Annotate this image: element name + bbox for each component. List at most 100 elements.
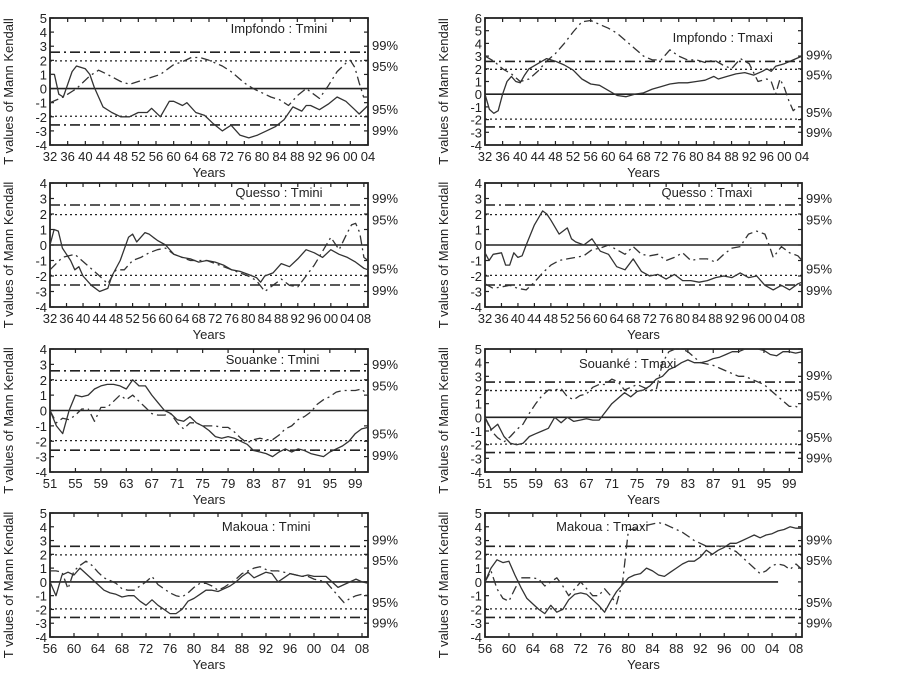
series-progressive-line (50, 65, 369, 139)
y-tick-label: -1 (35, 96, 47, 111)
x-tick-label: 04 (331, 641, 345, 656)
y-tick-label: 0 (475, 410, 482, 425)
y-tick-label: 4 (475, 36, 482, 51)
y-tick-label: -2 (470, 113, 482, 128)
x-axis-label: Years (627, 165, 660, 180)
threshold-label: 95% (806, 261, 832, 276)
x-tick-label: 72 (219, 149, 233, 164)
y-tick-label: -4 (35, 138, 47, 153)
series-retrograde-line (484, 348, 803, 443)
y-tick-label: -3 (35, 124, 47, 139)
x-tick-label: 80 (241, 311, 255, 326)
y-tick-label: -1 (35, 419, 47, 434)
y-tick-label: -4 (470, 465, 482, 480)
x-tick-label: 84 (707, 149, 721, 164)
x-tick-label: 99 (348, 476, 362, 491)
x-tick-label: 83 (681, 476, 695, 491)
y-tick-label: -3 (35, 616, 47, 631)
x-tick-label: 76 (659, 311, 673, 326)
x-tick-label: 84 (211, 641, 225, 656)
x-tick-label: 56 (43, 641, 57, 656)
x-tick-label: 04 (774, 311, 788, 326)
series-progressive-line (484, 55, 803, 114)
x-tick-label: 68 (626, 311, 640, 326)
x-tick-label: 48 (109, 311, 123, 326)
y-tick-label: 3 (40, 534, 47, 549)
y-tick-label: -3 (470, 616, 482, 631)
series-retrograde-line (484, 521, 803, 605)
y-tick-label: 4 (475, 176, 482, 191)
threshold-label: 99% (372, 357, 398, 372)
x-tick-label: 91 (731, 476, 745, 491)
x-tick-label: 44 (527, 311, 541, 326)
x-tick-label: 60 (158, 311, 172, 326)
threshold-label: 95% (372, 59, 398, 74)
threshold-label: 99% (372, 38, 398, 53)
panel-title: Quesso : Tmini (235, 185, 322, 200)
x-tick-label: 56 (142, 311, 156, 326)
threshold-label: 99% (372, 532, 398, 547)
series-retrograde-line (49, 56, 368, 107)
y-tick-label: 2 (40, 207, 47, 222)
y-tick-label: -3 (470, 125, 482, 140)
x-tick-label: 68 (191, 311, 205, 326)
x-tick-label: 44 (92, 311, 106, 326)
y-tick-label: 2 (40, 373, 47, 388)
x-tick-label: 92 (259, 641, 273, 656)
x-tick-label: 48 (548, 149, 562, 164)
x-tick-label: 72 (573, 641, 587, 656)
y-tick-label: -4 (35, 465, 47, 480)
x-tick-label: 56 (583, 149, 597, 164)
x-tick-label: 08 (789, 641, 803, 656)
x-tick-label: 80 (689, 149, 703, 164)
y-tick-label: -2 (470, 438, 482, 453)
x-tick-label: 44 (531, 149, 545, 164)
x-tick-label: 00 (741, 641, 755, 656)
x-tick-label: 63 (119, 476, 133, 491)
y-tick-label: -4 (470, 630, 482, 645)
x-tick-label: 60 (67, 641, 81, 656)
x-tick-label: 75 (195, 476, 209, 491)
x-tick-label: 56 (577, 311, 591, 326)
x-tick-label: 40 (76, 311, 90, 326)
threshold-label: 95% (372, 553, 398, 568)
x-tick-label: 67 (579, 476, 593, 491)
x-tick-label: 08 (791, 311, 805, 326)
x-tick-label: 68 (550, 641, 564, 656)
x-tick-label: 84 (272, 149, 286, 164)
x-tick-label: 51 (478, 476, 492, 491)
threshold-label: 99% (372, 123, 398, 138)
x-tick-label: 72 (642, 311, 656, 326)
threshold-label: 99% (806, 532, 832, 547)
x-tick-label: 76 (597, 641, 611, 656)
threshold-label: 99% (806, 615, 832, 630)
threshold-label: 95% (372, 213, 398, 228)
y-axis-label: T values of Mann Kendall (1, 18, 16, 165)
y-tick-label: 1 (475, 223, 482, 238)
threshold-label: 99% (806, 451, 832, 466)
x-axis-label: Years (193, 657, 226, 672)
threshold-label: 95% (372, 595, 398, 610)
series-progressive-line (49, 567, 369, 615)
panel-title: Quesso : Tmaxi (662, 185, 753, 200)
x-tick-label: 99 (782, 476, 796, 491)
x-tick-label: 88 (235, 641, 249, 656)
y-axis-label: T values of Mann Kendall (1, 347, 16, 494)
x-tick-label: 88 (724, 149, 738, 164)
x-tick-label: 40 (513, 149, 527, 164)
y-tick-label: 1 (475, 75, 482, 90)
y-tick-label: 2 (475, 547, 482, 562)
y-tick-label: 1 (475, 397, 482, 412)
y-tick-label: 4 (40, 25, 47, 40)
x-tick-label: 96 (760, 149, 774, 164)
x-axis-label: Years (193, 327, 226, 342)
x-tick-label: 40 (511, 311, 525, 326)
y-tick-label: 1 (40, 67, 47, 82)
y-tick-label: 3 (475, 192, 482, 207)
x-tick-label: 64 (91, 641, 105, 656)
x-tick-label: 95 (757, 476, 771, 491)
x-tick-label: 96 (741, 311, 755, 326)
panel-title: Impfondo : Tmini (231, 21, 328, 36)
x-tick-label: 68 (115, 641, 129, 656)
